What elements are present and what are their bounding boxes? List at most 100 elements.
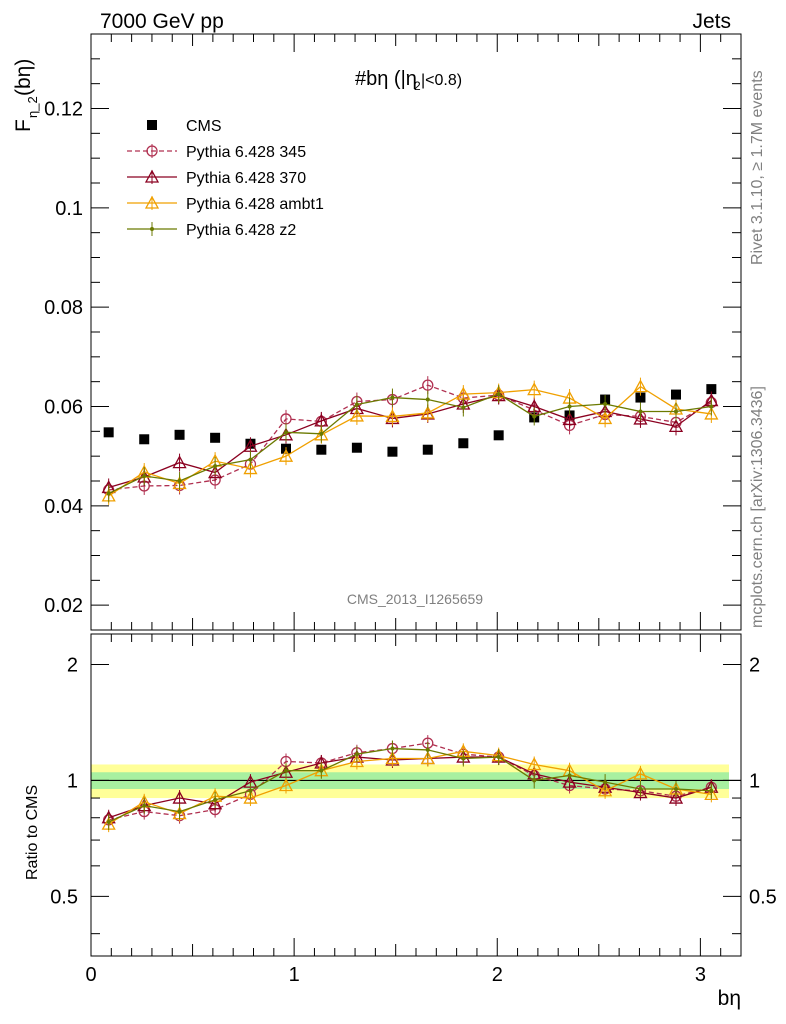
ratio-line-0 <box>108 742 712 821</box>
legend-entry-pythia-345: Pythia 6.428 345 <box>127 144 306 161</box>
ratio-point <box>562 774 577 788</box>
ratio-point <box>527 757 542 771</box>
main-series-4 <box>106 385 714 503</box>
legend-label-pythia-z2: Pythia 6.428 z2 <box>186 222 296 239</box>
main-panel: 0.02 0.04 0.06 0.08 0.1 0.12 <box>44 33 742 631</box>
ratio-point <box>349 754 364 768</box>
main-point <box>668 419 684 433</box>
ratio-point <box>598 783 613 797</box>
main-point <box>709 404 714 409</box>
ratio-point <box>709 788 714 793</box>
main-point <box>422 444 433 455</box>
ratio-point <box>278 778 294 792</box>
legend-label-pythia-ambt1: Pythia 6.428 ambt1 <box>186 196 324 213</box>
main-line-2 <box>108 394 712 489</box>
main-point <box>493 430 504 441</box>
main-point <box>496 392 501 397</box>
main-point <box>248 457 253 462</box>
ratio-line-2 <box>108 750 712 825</box>
plot-title: #bη (|η 2 |<0.8) <box>355 68 462 93</box>
ratio-point <box>633 785 648 799</box>
ratio-series-3 <box>106 740 714 830</box>
main-point <box>422 379 434 391</box>
main-y-tick-label: 0.02 <box>44 595 83 617</box>
main-point <box>349 408 364 422</box>
legend-entry-cms: CMS <box>147 118 222 135</box>
main-y-label-tail: (bη) <box>12 59 35 96</box>
main-line-4 <box>108 393 712 495</box>
ratio-point <box>638 786 643 791</box>
main-x-ticks <box>90 34 742 630</box>
main-point <box>316 444 327 455</box>
legend-marker-pythia-370 <box>127 169 177 184</box>
ratio-point <box>420 751 435 765</box>
legend-entry-pythia-370: Pythia 6.428 370 <box>127 169 306 187</box>
legend-symbol <box>147 120 157 130</box>
ratio-point <box>106 819 111 824</box>
main-point <box>172 455 187 469</box>
main-point <box>633 411 648 425</box>
main-point <box>603 402 608 407</box>
ratio-panel: 0.5 0.5 1 1 2 2 0 1 2 3 <box>50 633 777 986</box>
ratio-series <box>101 735 719 833</box>
main-point <box>390 395 395 400</box>
main-point <box>174 429 185 440</box>
ratio-point <box>177 809 182 814</box>
legend-symbol <box>144 169 160 183</box>
legend-symbol <box>150 227 154 231</box>
main-y-tick-label: 0.04 <box>44 496 83 518</box>
main-point <box>635 392 646 403</box>
ratio-point <box>385 751 400 765</box>
main-point <box>319 431 324 436</box>
main-point <box>704 406 719 420</box>
x-tick-label: 2 <box>492 964 503 986</box>
ratio-point <box>603 780 608 785</box>
ratio-y-tick-label-right: 2 <box>749 654 760 676</box>
ratio-y-tick-label: 2 <box>67 654 78 676</box>
ratio-point <box>496 755 501 760</box>
plot-title-main: #bη (|η <box>355 68 417 90</box>
main-point <box>385 409 400 423</box>
legend-marker-pythia-z2 <box>127 222 177 236</box>
main-point <box>177 479 182 483</box>
analysis-watermark: CMS_2013_I1265659 <box>347 591 483 607</box>
legend: CMS Pythia 6.428 345 Pythia 6.428 370 Py… <box>127 118 324 239</box>
main-point <box>527 382 542 396</box>
main-point <box>106 491 111 496</box>
ratio-y-axis-label: Ratio to CMS <box>24 785 41 880</box>
x-tick-label: 0 <box>85 964 96 986</box>
main-line-1 <box>108 384 712 491</box>
ratio-point <box>390 746 395 751</box>
main-y-tick-label: 0.06 <box>44 397 83 419</box>
main-y-tick-label: 0.08 <box>44 297 83 319</box>
legend-entry-pythia-z2: Pythia 6.428 z2 <box>127 222 296 239</box>
main-y-axis-label: F η_2 (bη) <box>12 59 40 132</box>
legend-label-cms: CMS <box>186 118 222 135</box>
ratio-point <box>633 766 648 780</box>
ratio-point <box>668 790 684 804</box>
ratio-point <box>704 787 719 801</box>
ratio-point <box>172 790 187 804</box>
main-point <box>671 389 681 400</box>
ratio-point <box>208 796 223 810</box>
plot-title-sub: 2 <box>414 79 421 93</box>
main-series-0 <box>103 384 717 457</box>
main-series-2 <box>101 386 719 497</box>
main-y-ticks: 0.02 0.04 0.06 0.08 0.1 0.12 <box>44 33 741 631</box>
legend-marker-cms <box>147 120 157 130</box>
legend-marker-pythia-ambt1 <box>127 195 177 210</box>
legend-entry-pythia-ambt1: Pythia 6.428 ambt1 <box>127 195 324 213</box>
x-tick-label: 1 <box>289 964 300 986</box>
main-point <box>243 461 258 475</box>
main-point <box>284 430 288 435</box>
ratio-y-tick-label-right: 0.5 <box>749 886 777 908</box>
ratio-y-ticks: 0.5 0.5 1 1 2 2 <box>50 654 777 935</box>
ratio-point <box>461 756 466 761</box>
ratio-point <box>248 788 253 793</box>
main-point <box>208 465 223 479</box>
x-tick-label: 3 <box>695 964 706 986</box>
ratio-y-tick-label: 0.5 <box>50 886 78 908</box>
legend-marker-pythia-345 <box>127 144 177 158</box>
main-point <box>706 384 717 395</box>
